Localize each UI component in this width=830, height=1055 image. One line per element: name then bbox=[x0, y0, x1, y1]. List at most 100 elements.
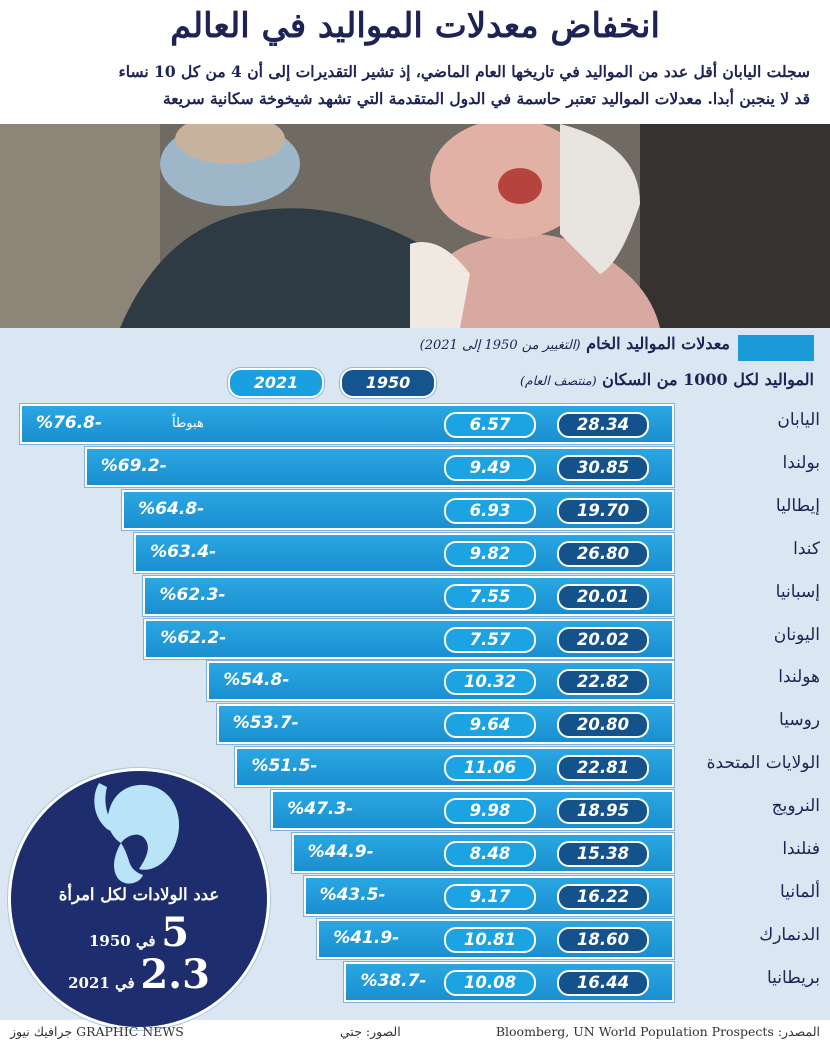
value-2021: 7.57 bbox=[444, 627, 536, 653]
photo-credit: الصور: جتي bbox=[340, 1024, 401, 1039]
change-bar: %47.3- 18.95 9.98 bbox=[271, 790, 674, 830]
change-bar: %62.2- 20.02 7.57 bbox=[144, 619, 674, 659]
value-2021: 9.98 bbox=[443, 798, 536, 824]
change-pct-label: %41.9- bbox=[333, 928, 400, 948]
fertility-1950-value: 5 bbox=[161, 909, 190, 956]
value-1950: 26.80 bbox=[557, 541, 649, 567]
value-2021: 10.08 bbox=[443, 970, 536, 996]
change-bar: %51.5- 22.81 11.06 bbox=[235, 747, 674, 787]
change-bar: %69.2- 30.85 9.49 bbox=[84, 447, 674, 487]
fertility-2021: 2.3 في 2021 bbox=[11, 951, 267, 998]
country-label: كندا bbox=[793, 539, 820, 559]
axis-title-text: المواليد لكل 1000 من السكان bbox=[602, 370, 814, 389]
country-label: الدنمارك bbox=[759, 925, 820, 945]
country-label: النرويج bbox=[771, 796, 820, 816]
value-2021: 9.64 bbox=[443, 712, 536, 738]
axis-note: (منتصف العام) bbox=[519, 373, 597, 388]
value-1950: 16.22 bbox=[556, 884, 649, 910]
change-pct-label: %69.2- bbox=[100, 456, 167, 476]
change-pct-label: %62.2- bbox=[160, 628, 227, 648]
country-label: الولايات المتحدة bbox=[706, 753, 820, 773]
source-line: المصدر: Bloomberg, UN World Population P… bbox=[496, 1024, 820, 1039]
value-1950: 19.70 bbox=[557, 498, 649, 524]
fertility-2021-value: 2.3 bbox=[140, 951, 210, 998]
value-1950: 22.81 bbox=[556, 755, 649, 781]
brand-ar: جرافيك نيوز bbox=[10, 1024, 73, 1039]
change-bar: %76.8- هبوطاً 28.34 6.57 bbox=[20, 404, 674, 444]
fetus-icon bbox=[94, 783, 180, 884]
country-label: إسبانيا bbox=[775, 582, 820, 602]
value-2021: 6.57 bbox=[444, 412, 536, 438]
change-bar: %41.9- 18.60 10.81 bbox=[317, 919, 674, 959]
value-1950: 16.44 bbox=[556, 970, 649, 996]
legend-note: (التغيير من 1950 إلى 2021) bbox=[419, 338, 581, 353]
change-pct-label: %62.3- bbox=[159, 585, 226, 605]
change-bar: %44.9- 15.38 8.48 bbox=[291, 833, 674, 873]
change-pct-label: %76.8- bbox=[36, 413, 103, 433]
source-text: Bloomberg, UN World Population Prospects bbox=[495, 1024, 774, 1039]
country-label: روسيا bbox=[779, 710, 820, 730]
change-bar: %54.8- 22.82 10.32 bbox=[207, 661, 674, 701]
newborn-photo bbox=[0, 124, 830, 328]
change-pct-label: %44.9- bbox=[307, 842, 374, 862]
change-pct-label: %54.8- bbox=[223, 670, 290, 690]
change-bar: %63.4- 26.80 9.82 bbox=[134, 533, 674, 573]
value-1950: 18.95 bbox=[556, 798, 649, 824]
change-bar: %64.8- 19.70 6.93 bbox=[122, 490, 674, 530]
brand: جرافيك نيوز GRAPHIC NEWS bbox=[10, 1024, 184, 1039]
fertility-1950: 5 في 1950 bbox=[11, 909, 267, 956]
value-1950: 20.01 bbox=[556, 584, 649, 610]
value-1950: 22.82 bbox=[557, 669, 649, 695]
country-label: بريطانيا bbox=[766, 968, 820, 988]
drop-label: هبوطاً bbox=[172, 416, 204, 431]
change-pct-label: %53.7- bbox=[232, 713, 299, 733]
country-label: فنلندا bbox=[782, 839, 820, 859]
brand-en: GRAPHIC NEWS bbox=[76, 1024, 184, 1039]
value-1950: 30.85 bbox=[557, 455, 649, 481]
country-label: اليابان bbox=[777, 410, 820, 430]
legend-label-text: معدلات المواليد الخام bbox=[586, 334, 730, 353]
page-title: انخفاض معدلات المواليد في العالم bbox=[170, 6, 660, 46]
change-pct-label: %63.4- bbox=[150, 542, 217, 562]
value-2021: 9.82 bbox=[444, 541, 536, 567]
value-2021: 11.06 bbox=[443, 755, 536, 781]
country-label: اليونان bbox=[773, 625, 820, 645]
country-label: ألمانيا bbox=[780, 882, 820, 902]
country-label: بولندا bbox=[782, 453, 820, 473]
value-1950: 28.34 bbox=[557, 412, 649, 438]
change-bar: %43.5- 16.22 9.17 bbox=[303, 876, 674, 916]
legend-swatch bbox=[738, 335, 814, 361]
value-2021: 10.32 bbox=[444, 669, 536, 695]
change-pct-label: %64.8- bbox=[138, 499, 205, 519]
value-2021: 6.93 bbox=[444, 498, 536, 524]
change-bar: %53.7- 20.80 9.64 bbox=[216, 704, 674, 744]
value-2021: 9.49 bbox=[444, 455, 536, 481]
change-pct-label: %43.5- bbox=[319, 885, 386, 905]
value-1950: 20.02 bbox=[557, 627, 649, 653]
change-pct-label: %51.5- bbox=[251, 756, 318, 776]
source-label: المصدر: bbox=[777, 1024, 820, 1039]
value-1950: 20.80 bbox=[556, 712, 649, 738]
subtitle-line-1: سجلت اليابان أقل عدد من المواليد في تاري… bbox=[118, 62, 810, 81]
change-bar: %38.7- 16.44 10.08 bbox=[344, 962, 674, 1002]
key-1950: 1950 bbox=[340, 368, 436, 398]
change-pct-label: %38.7- bbox=[360, 971, 427, 991]
fertility-2021-year: في 2021 bbox=[68, 974, 135, 992]
change-pct-label: %47.3- bbox=[287, 799, 354, 819]
fertility-circle: عدد الولادات لكل امرأة 5 في 1950 2.3 في … bbox=[8, 768, 270, 1030]
value-2021: 7.55 bbox=[443, 584, 536, 610]
value-2021: 9.17 bbox=[443, 884, 536, 910]
value-1950: 18.60 bbox=[556, 927, 649, 953]
change-bar: %62.3- 20.01 7.55 bbox=[143, 576, 674, 616]
value-1950: 15.38 bbox=[556, 841, 649, 867]
key-2021: 2021 bbox=[228, 368, 324, 398]
legend-label: معدلات المواليد الخام (التغيير من 1950 إ… bbox=[420, 334, 730, 353]
subtitle-line-2: قد لا ينجبن أبدا. معدلات المواليد تعتبر … bbox=[162, 89, 810, 108]
value-2021: 10.81 bbox=[443, 927, 536, 953]
country-label: هولندا bbox=[778, 667, 820, 687]
country-label: إيطاليا bbox=[775, 496, 820, 516]
value-2021: 8.48 bbox=[443, 841, 536, 867]
axis-title: المواليد لكل 1000 من السكان (منتصف العام… bbox=[520, 370, 814, 389]
fertility-label: عدد الولادات لكل امرأة bbox=[58, 885, 220, 904]
fertility-1950-year: في 1950 bbox=[88, 932, 156, 950]
